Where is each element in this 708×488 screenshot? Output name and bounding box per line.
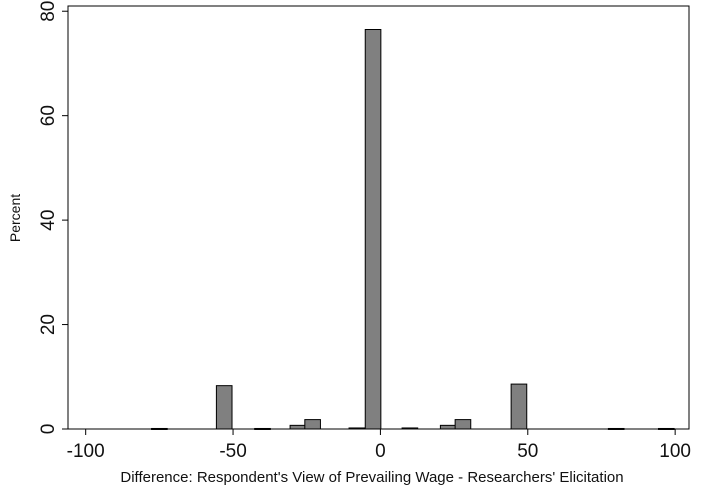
histogram-bar-1 (151, 427, 168, 430)
histogram-bar-4 (289, 424, 307, 430)
histogram-bar-11 (510, 383, 528, 430)
x-axis: -100 -50 0 50 100 (67, 429, 691, 462)
y-tick-label: 60 (38, 105, 59, 126)
y-axis: 0 20 40 60 80 (38, 1, 68, 435)
x-axis-label: Difference: Respondent's View of Prevail… (120, 469, 623, 486)
histogram-bar-8 (401, 427, 419, 430)
y-tick-label: 0 (38, 424, 59, 435)
y-tick-label: 20 (38, 314, 59, 335)
y-tick-label: 40 (38, 210, 59, 231)
histogram-bar-13 (657, 427, 675, 430)
x-tick-label: -100 (67, 441, 105, 462)
histogram-bar-6 (348, 427, 366, 430)
x-tick-label: -50 (219, 441, 246, 462)
histogram-bar-2 (215, 385, 233, 430)
histogram-bar-9 (439, 424, 457, 430)
histogram-bar-5 (304, 419, 321, 430)
y-tick-label: 80 (38, 1, 59, 22)
x-tick-label: 50 (517, 441, 538, 462)
y-axis-label: Percent (7, 194, 23, 242)
x-tick-label: 100 (659, 441, 691, 462)
bars-group (151, 29, 675, 430)
histogram-bar-10 (454, 419, 472, 430)
x-tick-label: 0 (375, 441, 386, 462)
histogram-bar-12 (607, 427, 625, 430)
histogram-bar-7 (364, 29, 382, 430)
histogram-bar-3 (254, 427, 271, 430)
